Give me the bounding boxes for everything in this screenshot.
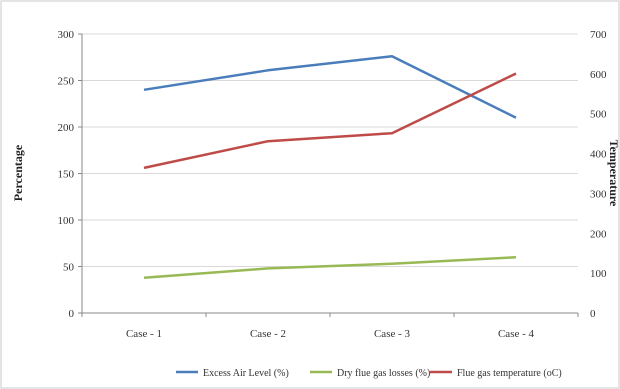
- right-axis-title: Temperature: [607, 140, 620, 207]
- legend-label: Flue gas temperature (oC): [457, 368, 562, 379]
- x-axis-ticks: Case - 1 Case - 2 Case - 3 Case - 4: [81, 313, 579, 340]
- right-tick-label: 300: [590, 188, 607, 200]
- series-lines: [143, 55, 517, 279]
- right-tick-label: 200: [590, 228, 607, 240]
- legend-label: Dry flue gas losses (%): [337, 368, 430, 379]
- x-tick-label: Case - 4: [498, 328, 535, 340]
- legend: Excess Air Level (%) Dry flue gas losses …: [176, 368, 562, 379]
- left-tick-label: 300: [58, 29, 75, 41]
- right-tick-label: 100: [590, 268, 607, 280]
- right-tick-label: 500: [590, 109, 607, 121]
- left-tick-label: 200: [58, 122, 75, 134]
- left-tick-label: 50: [63, 262, 75, 274]
- right-tick-label: 0: [590, 308, 596, 320]
- legend-label: Excess Air Level (%): [203, 368, 289, 379]
- left-tick-label: 0: [69, 308, 75, 320]
- series-line: [143, 72, 517, 170]
- x-tick-label: Case - 2: [250, 328, 286, 340]
- left-tick-label: 250: [58, 76, 75, 88]
- x-tick-label: Case - 3: [374, 328, 411, 340]
- left-tick-label: 100: [58, 215, 75, 227]
- right-tick-label: 400: [590, 149, 607, 161]
- series-line: [143, 255, 517, 279]
- series-line: [143, 55, 517, 119]
- left-axis-ticks: 0 50 100 150 200 250 300: [58, 29, 82, 320]
- right-tick-label: 700: [590, 29, 607, 41]
- right-tick-label: 600: [590, 69, 607, 81]
- gridlines: [82, 33, 578, 267]
- right-axis-ticks: 0 100 200 300 400 500 600 700: [590, 29, 607, 320]
- left-axis-title: Percentage: [11, 144, 25, 201]
- x-tick-label: Case - 1: [126, 328, 162, 340]
- left-tick-label: 150: [58, 169, 75, 181]
